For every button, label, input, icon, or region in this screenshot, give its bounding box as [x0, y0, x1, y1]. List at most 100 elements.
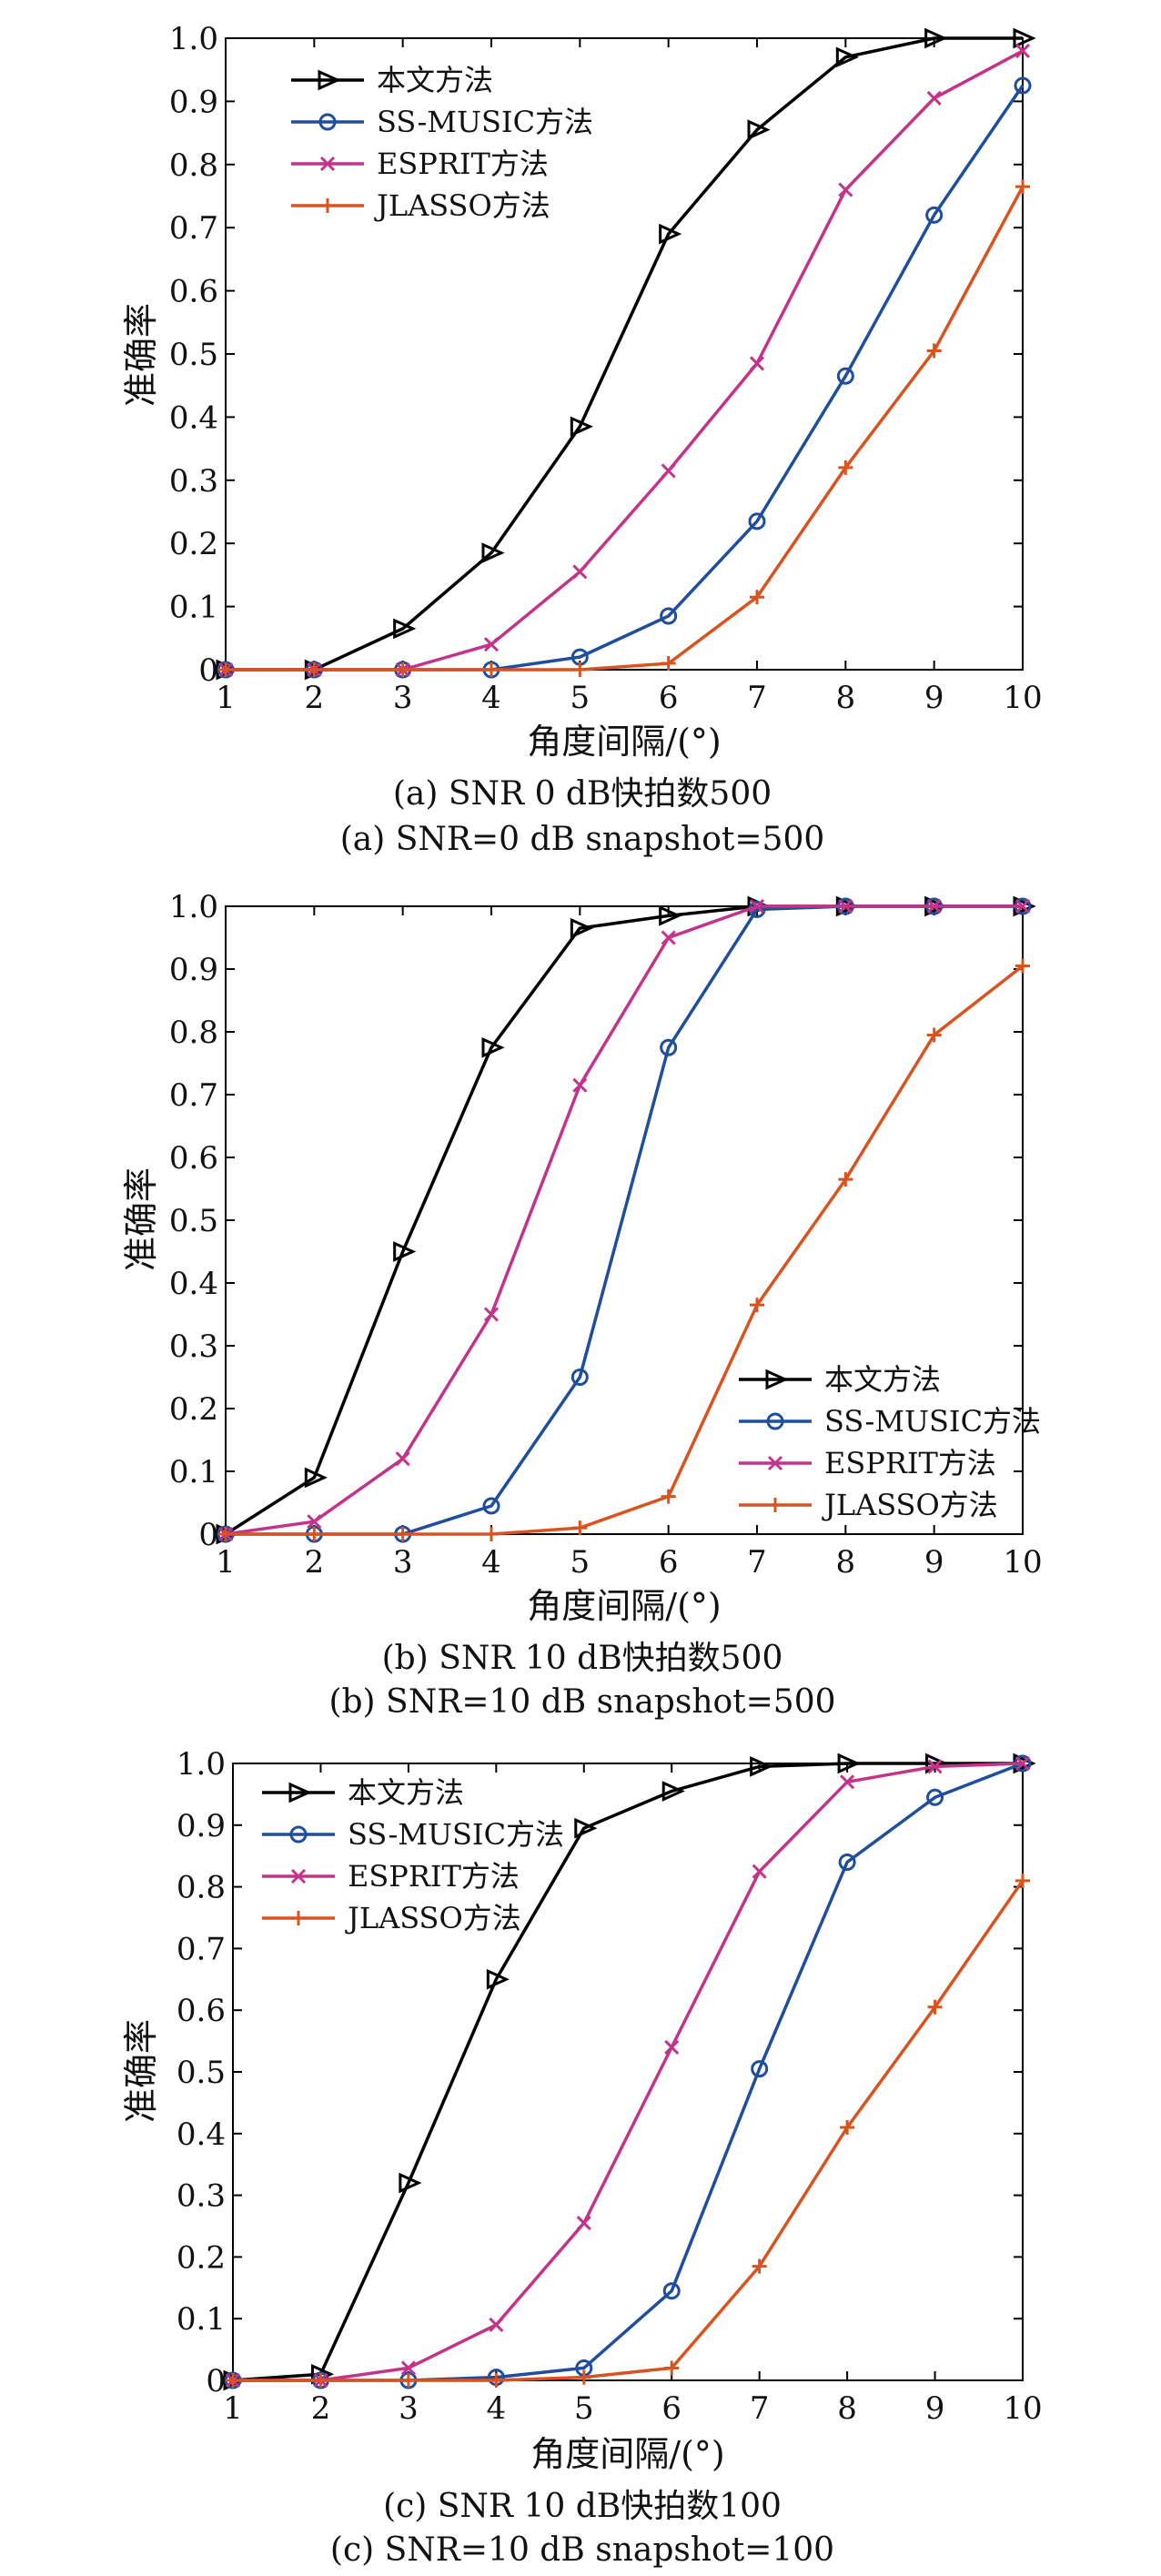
data-point: [926, 1027, 942, 1043]
legend-marker: [765, 1369, 789, 1390]
series-line-2: [233, 1762, 1024, 2382]
data-point: [484, 662, 499, 677]
legend-label: SS-MUSIC方法: [824, 1404, 1041, 1439]
legend: 本文方法 SS-MUSIC方法 ESPRIT方法 JLASSO方法: [291, 63, 593, 223]
y-tick-label: 0: [198, 1517, 218, 1553]
data-point: [304, 1467, 328, 1489]
plot-frame: [232, 1763, 1024, 2381]
data-point: [482, 1497, 500, 1515]
data-point: [570, 416, 593, 438]
y-tick-label: 0.7: [169, 210, 218, 247]
series-line-1: [232, 1762, 1023, 2382]
y-axis-label: 准确率: [121, 2019, 161, 2123]
x-tick-label: 10: [1003, 680, 1042, 716]
x-axis-label: 角度间隔/(°): [527, 722, 721, 762]
x-tick-label: 3: [399, 2390, 419, 2427]
legend-marker: [320, 198, 335, 213]
series-line-3: [226, 49, 1024, 672]
data-point: [838, 1172, 853, 1187]
data-point: [840, 2120, 855, 2136]
data-point: [313, 2373, 328, 2388]
data-point: [572, 1077, 588, 1093]
data-point: [307, 1527, 322, 1541]
x-tick-label: 1: [223, 2390, 243, 2427]
y-tick-label: 0.5: [169, 1203, 218, 1239]
data-point: [837, 1753, 861, 1774]
y-tick-label: 0: [198, 652, 218, 689]
x-tick-label: 5: [570, 1544, 591, 1581]
y-tick-label: 0.9: [169, 84, 218, 120]
data-point: [661, 656, 676, 672]
plot-frame: [225, 905, 1024, 1535]
data-point: [307, 662, 322, 677]
data-point: [484, 1527, 499, 1541]
data-point: [307, 1514, 322, 1530]
x-tick-label: 6: [661, 2390, 681, 2427]
data-point: [1015, 43, 1031, 58]
legend-label: ESPRIT方法: [824, 1446, 996, 1480]
data-point: [925, 206, 944, 224]
data-point: [218, 1527, 233, 1541]
data-point: [924, 27, 948, 49]
data-point: [1014, 76, 1032, 95]
data-point: [395, 1527, 410, 1541]
data-point: [1015, 179, 1030, 195]
series-line-3: [233, 1762, 1024, 2382]
legend-label: 本文方法: [348, 1775, 464, 1810]
y-tick-label: 0.1: [177, 2301, 226, 2338]
y-tick-label: 1.0: [177, 1746, 226, 1783]
data-point: [400, 2373, 416, 2388]
legend-marker: [290, 1868, 307, 1884]
series-line-4: [226, 965, 1025, 1536]
x-tick-label: 8: [837, 2390, 857, 2427]
y-tick-label: 0.1: [169, 1454, 218, 1490]
y-tick-label: 0.7: [177, 1931, 226, 1967]
data-point: [750, 1298, 764, 1313]
legend-marker: [318, 113, 337, 131]
x-tick-label: 4: [481, 680, 501, 716]
y-tick-label: 0.3: [169, 463, 218, 500]
legend: 本文方法 SS-MUSIC方法 ESPRIT方法 JLASSO方法: [262, 1775, 564, 1935]
data-point: [570, 917, 593, 939]
legend-marker: [319, 156, 336, 172]
chart-caption: (b) SNR 10 dB快拍数500: [382, 1640, 783, 1677]
legend-marker: [768, 1498, 782, 1512]
y-tick-label: 0.9: [177, 1808, 226, 1844]
x-tick-label: 1: [216, 680, 236, 716]
y-tick-label: 0.8: [169, 1015, 218, 1051]
y-tick-label: 0.4: [177, 2116, 226, 2153]
data-point: [750, 1756, 773, 1777]
x-tick-label: 10: [1003, 1544, 1042, 1581]
data-point: [660, 607, 678, 625]
data-point: [481, 1036, 505, 1058]
data-point: [572, 564, 588, 580]
legend-label: JLASSO方法: [345, 1901, 521, 1935]
legend-marker: [291, 1911, 306, 1925]
data-point: [1013, 27, 1036, 49]
x-tick-label: 9: [924, 1544, 944, 1581]
data-point: [927, 1999, 943, 2015]
x-tick-label: 4: [481, 1544, 501, 1581]
data-point: [664, 2039, 680, 2055]
data-point: [570, 1369, 589, 1386]
data-point: [395, 662, 410, 677]
data-point: [1015, 1755, 1031, 1772]
data-point: [838, 182, 853, 197]
data-point: [749, 898, 765, 914]
y-tick-label: 0.2: [169, 526, 218, 562]
data-point: [1015, 898, 1031, 914]
x-tick-label: 3: [393, 680, 413, 716]
y-tick-label: 0.2: [177, 2239, 226, 2276]
data-point: [836, 367, 854, 385]
y-tick-label: 0.3: [169, 1328, 218, 1365]
x-tick-label: 2: [305, 680, 325, 716]
data-point: [660, 1038, 678, 1056]
data-point: [393, 618, 417, 640]
series-line-4: [226, 186, 1025, 672]
data-point: [226, 2373, 240, 2388]
data-point: [572, 662, 588, 677]
data-point: [659, 905, 682, 926]
data-point: [1015, 1873, 1030, 1888]
x-tick-label: 7: [750, 2390, 770, 2427]
